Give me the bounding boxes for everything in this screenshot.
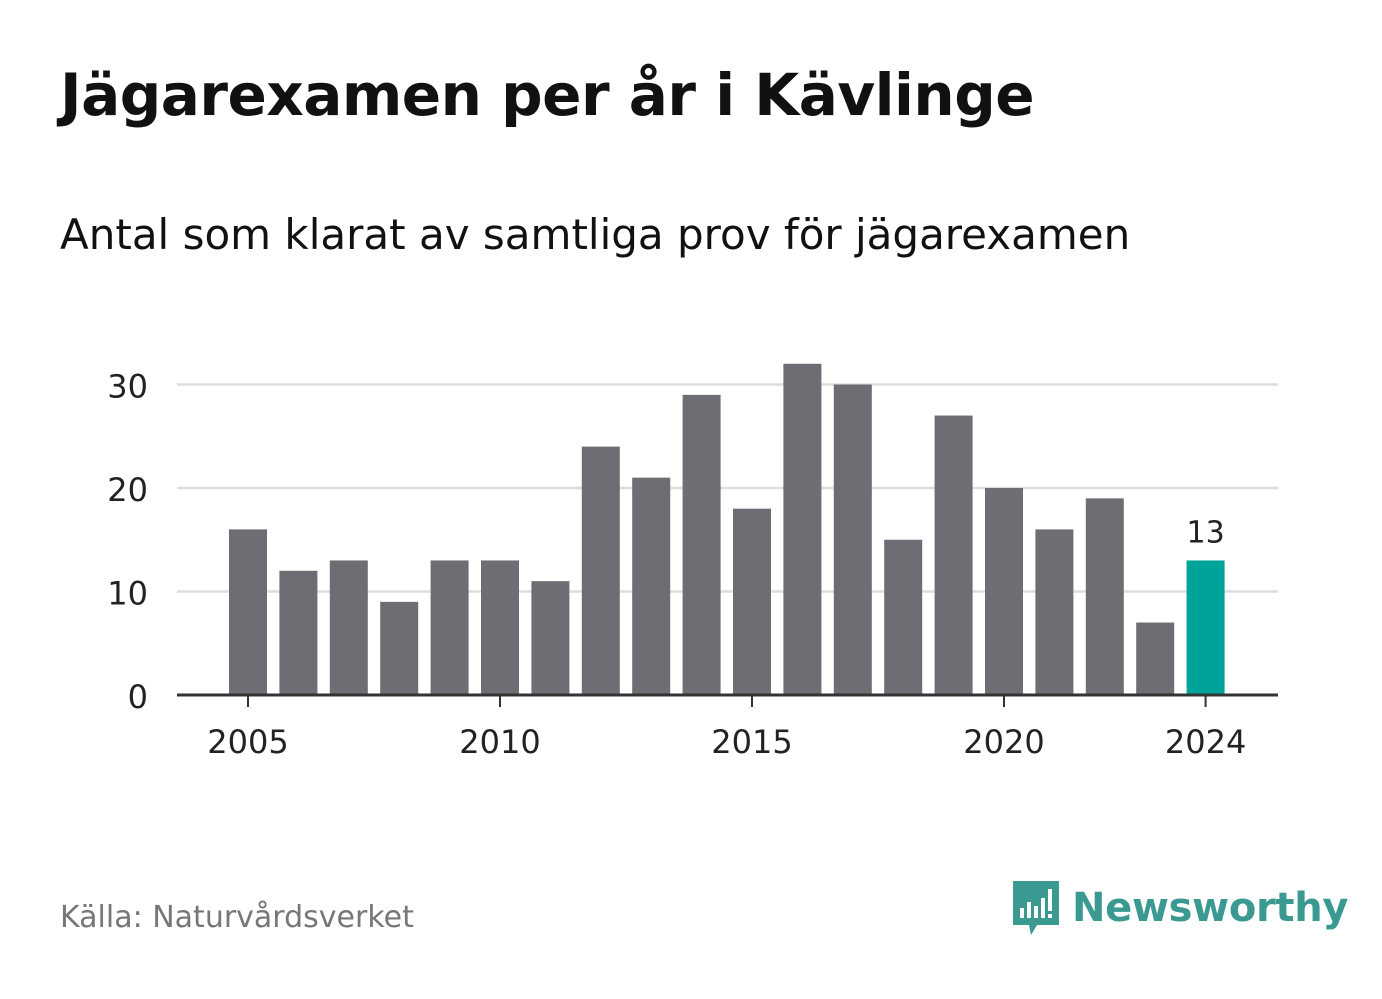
brand-name: Newsworthy bbox=[1072, 885, 1349, 931]
bar-2013 bbox=[632, 477, 671, 695]
bar-2020 bbox=[985, 488, 1023, 695]
source-note: Källa: Naturvårdsverket bbox=[60, 900, 414, 935]
chart-subtitle: Antal som klarat av samtliga prov för jä… bbox=[60, 210, 1131, 259]
brand-logo: Newsworthy bbox=[1010, 878, 1349, 938]
bar-chart-speech-bubble-icon bbox=[1013, 881, 1059, 935]
chart-title: Jägarexamen per år i Kävlinge bbox=[60, 61, 1035, 129]
bar-2017 bbox=[833, 384, 872, 695]
data-label-2024: 13 bbox=[1187, 515, 1225, 550]
bar-2023 bbox=[1136, 622, 1175, 695]
x-tick-label: 2020 bbox=[963, 723, 1044, 761]
x-tick-label: 2015 bbox=[711, 723, 792, 761]
bar-2011 bbox=[531, 581, 570, 695]
x-tick-label: 2010 bbox=[459, 723, 540, 761]
bar-2007 bbox=[329, 560, 368, 695]
bar-2014 bbox=[682, 394, 721, 695]
bar-2009 bbox=[430, 560, 469, 695]
y-tick-label: 0 bbox=[128, 678, 148, 716]
x-tick-label: 2024 bbox=[1165, 723, 1246, 761]
bar-2024 bbox=[1186, 560, 1225, 695]
bar-2012 bbox=[581, 446, 620, 695]
x-axis-ticks: 2005 2010 2015 2020 2024 bbox=[207, 695, 1246, 761]
y-tick-label: 10 bbox=[107, 575, 148, 613]
y-axis-labels: 0 10 20 30 bbox=[107, 368, 148, 717]
bar-2021 bbox=[1035, 529, 1074, 695]
bar-2022 bbox=[1085, 498, 1124, 695]
bar-2006 bbox=[279, 570, 318, 695]
bar-2005 bbox=[229, 529, 267, 695]
y-tick-label: 30 bbox=[107, 368, 148, 406]
bar-2016 bbox=[783, 363, 822, 695]
bar-2015 bbox=[733, 508, 771, 695]
bar-2018 bbox=[884, 539, 923, 695]
bar-2008 bbox=[380, 601, 419, 695]
bar-2019 bbox=[934, 415, 973, 695]
bars bbox=[229, 363, 1225, 695]
bar-2010 bbox=[481, 560, 519, 695]
y-tick-label: 20 bbox=[107, 471, 148, 509]
x-tick-label: 2005 bbox=[207, 723, 288, 761]
annotations: 13 bbox=[1187, 515, 1225, 550]
